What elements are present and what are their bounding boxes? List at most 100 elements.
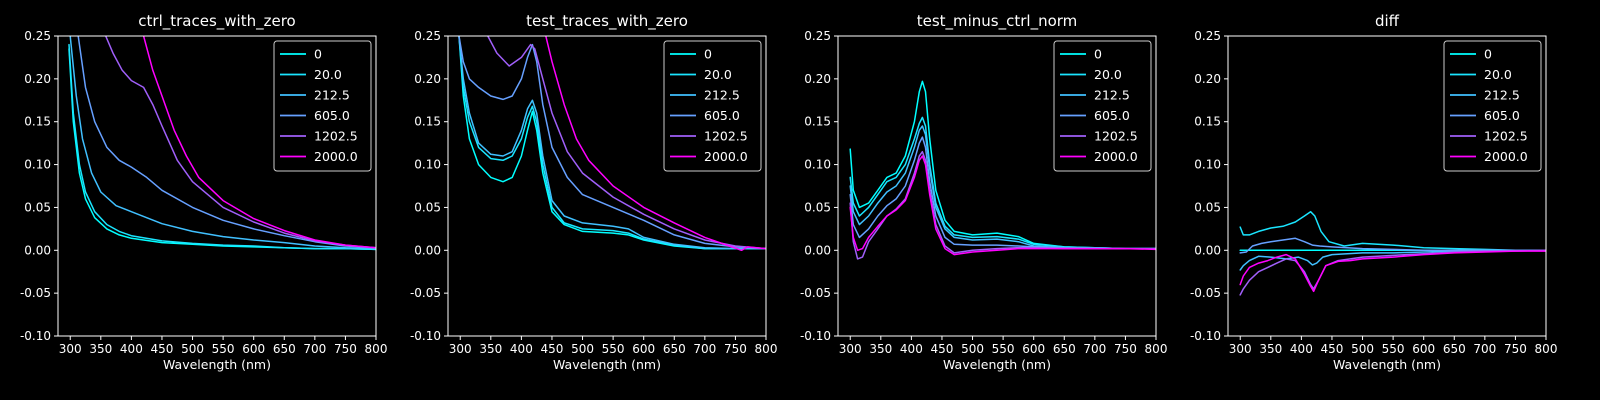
y-tick-label: -0.05: [410, 286, 441, 300]
x-tick-label: 650: [273, 342, 296, 356]
legend-label-212.5: 212.5: [1094, 88, 1130, 103]
x-tick-label: 500: [961, 342, 984, 356]
legend-label-605.0: 605.0: [704, 108, 740, 123]
series-line-2000.0: [545, 36, 766, 252]
y-tick-label: 0.10: [24, 158, 51, 172]
x-tick-label: 350: [869, 342, 892, 356]
x-tick-label: 600: [1412, 342, 1435, 356]
x-tick-label: 450: [151, 342, 174, 356]
x-tick-label: 300: [1229, 342, 1252, 356]
legend-label-20.0: 20.0: [1094, 67, 1122, 82]
x-tick-label: 700: [303, 342, 326, 356]
x-tick-label: 750: [334, 342, 357, 356]
y-tick-label: 0.00: [804, 243, 831, 257]
legend: 0 20.0 212.5 605.0 1202.5 2000.0: [1053, 40, 1152, 172]
legend-label-2000.0: 2000.0: [1094, 149, 1138, 164]
x-tick-label: 750: [1114, 342, 1137, 356]
x-tick-label: 700: [1083, 342, 1106, 356]
y-tick-label: 0.05: [24, 200, 51, 214]
chart-panel-1: 300 350 400 450 500 550 600 650 700 750 800 -0.10 -0…: [20, 12, 388, 372]
legend-label-0: 0: [1094, 47, 1102, 62]
y-tick-label: 0.20: [414, 72, 441, 86]
y-tick-label: -0.10: [20, 329, 51, 343]
y-tick-label: 0.15: [414, 115, 441, 129]
chart-title: ctrl_traces_with_zero: [138, 12, 295, 31]
x-tick-label: 800: [1535, 342, 1558, 356]
x-tick-label: 350: [1259, 342, 1282, 356]
x-tick-label: 750: [1504, 342, 1527, 356]
x-tick-label: 450: [1321, 342, 1344, 356]
legend-box: [1053, 40, 1152, 172]
plot-frame: [1227, 35, 1547, 337]
y-tick-label: 0.10: [414, 158, 441, 172]
x-tick-label: 700: [1473, 342, 1496, 356]
y-tick-label: -0.05: [1190, 286, 1221, 300]
series-line-20.0: [458, 36, 766, 250]
series-line-2000.0: [142, 36, 376, 249]
x-tick-label: 650: [1443, 342, 1466, 356]
y-tick-label: -0.10: [410, 329, 441, 343]
x-axis-label: Wavelength (nm): [943, 357, 1051, 372]
y-tick-label: 0.20: [804, 72, 831, 86]
y-tick-label: 0.00: [24, 243, 51, 257]
x-tick-label: 500: [571, 342, 594, 356]
x-axis-label: Wavelength (nm): [1333, 357, 1441, 372]
series-line-0: [458, 36, 766, 250]
legend-label-2000.0: 2000.0: [314, 149, 358, 164]
legend-label-0: 0: [314, 47, 322, 62]
x-tick-label: 750: [724, 342, 747, 356]
x-tick-label: 400: [900, 342, 923, 356]
plot-frame: [447, 35, 767, 337]
legend: 0 20.0 212.5 605.0 1202.5 2000.0: [1443, 40, 1542, 172]
chart-title: diff: [1375, 12, 1400, 30]
series-line-1202.5: [849, 150, 1156, 260]
series-group: [1239, 210, 1546, 296]
legend-label-0: 0: [1484, 47, 1492, 62]
chart-title: test_traces_with_zero: [526, 12, 688, 31]
series-line-212.5: [69, 36, 376, 250]
x-tick-label: 300: [59, 342, 82, 356]
y-tick-label: 0.05: [414, 200, 441, 214]
legend-label-212.5: 212.5: [314, 88, 350, 103]
legend-label-2000.0: 2000.0: [704, 149, 748, 164]
x-tick-label: 450: [931, 342, 954, 356]
legend-label-2000.0: 2000.0: [1484, 149, 1528, 164]
series-line-1202.5: [104, 36, 376, 249]
legend-box: [1443, 40, 1542, 172]
legend-label-0: 0: [704, 47, 712, 62]
series-line-212.5: [458, 36, 766, 250]
y-tick-label: -0.05: [800, 286, 831, 300]
y-tick-label: 0.00: [1194, 243, 1221, 257]
series-line-605.0: [849, 136, 1156, 250]
legend: 0 20.0 212.5 605.0 1202.5 2000.0: [663, 40, 762, 172]
legend-label-605.0: 605.0: [1484, 108, 1520, 123]
series-line-20.0: [68, 43, 376, 251]
y-tick-label: -0.05: [20, 286, 51, 300]
chart-panel-2: 300 350 400 450 500 550 600 650 700 750 800 -0.10 -0…: [410, 12, 778, 372]
y-tick-label: 0.15: [804, 115, 831, 129]
y-tick-label: 0.00: [414, 243, 441, 257]
x-tick-label: 350: [89, 342, 112, 356]
x-tick-label: 400: [120, 342, 143, 356]
y-tick-label: 0.15: [24, 115, 51, 129]
x-tick-label: 650: [663, 342, 686, 356]
chart-panel-4: 300 350 400 450 500 550 600 650 700 750 800 -0.10 -0…: [1190, 12, 1558, 372]
y-tick-label: 0.20: [24, 72, 51, 86]
legend-label-212.5: 212.5: [1484, 88, 1520, 103]
series-group: [68, 36, 376, 251]
x-tick-label: 500: [181, 342, 204, 356]
x-tick-label: 450: [541, 342, 564, 356]
x-tick-label: 550: [992, 342, 1015, 356]
y-tick-label: -0.10: [1190, 329, 1221, 343]
x-axis-label: Wavelength (nm): [163, 357, 271, 372]
y-tick-label: 0.05: [1194, 200, 1221, 214]
legend-label-20.0: 20.0: [314, 67, 342, 82]
x-tick-label: 550: [212, 342, 235, 356]
y-tick-label: 0.10: [1194, 158, 1221, 172]
legend-label-1202.5: 1202.5: [1484, 129, 1528, 144]
x-tick-label: 800: [755, 342, 778, 356]
x-tick-label: 800: [1145, 342, 1168, 356]
x-tick-label: 550: [1382, 342, 1405, 356]
x-tick-label: 650: [1053, 342, 1076, 356]
